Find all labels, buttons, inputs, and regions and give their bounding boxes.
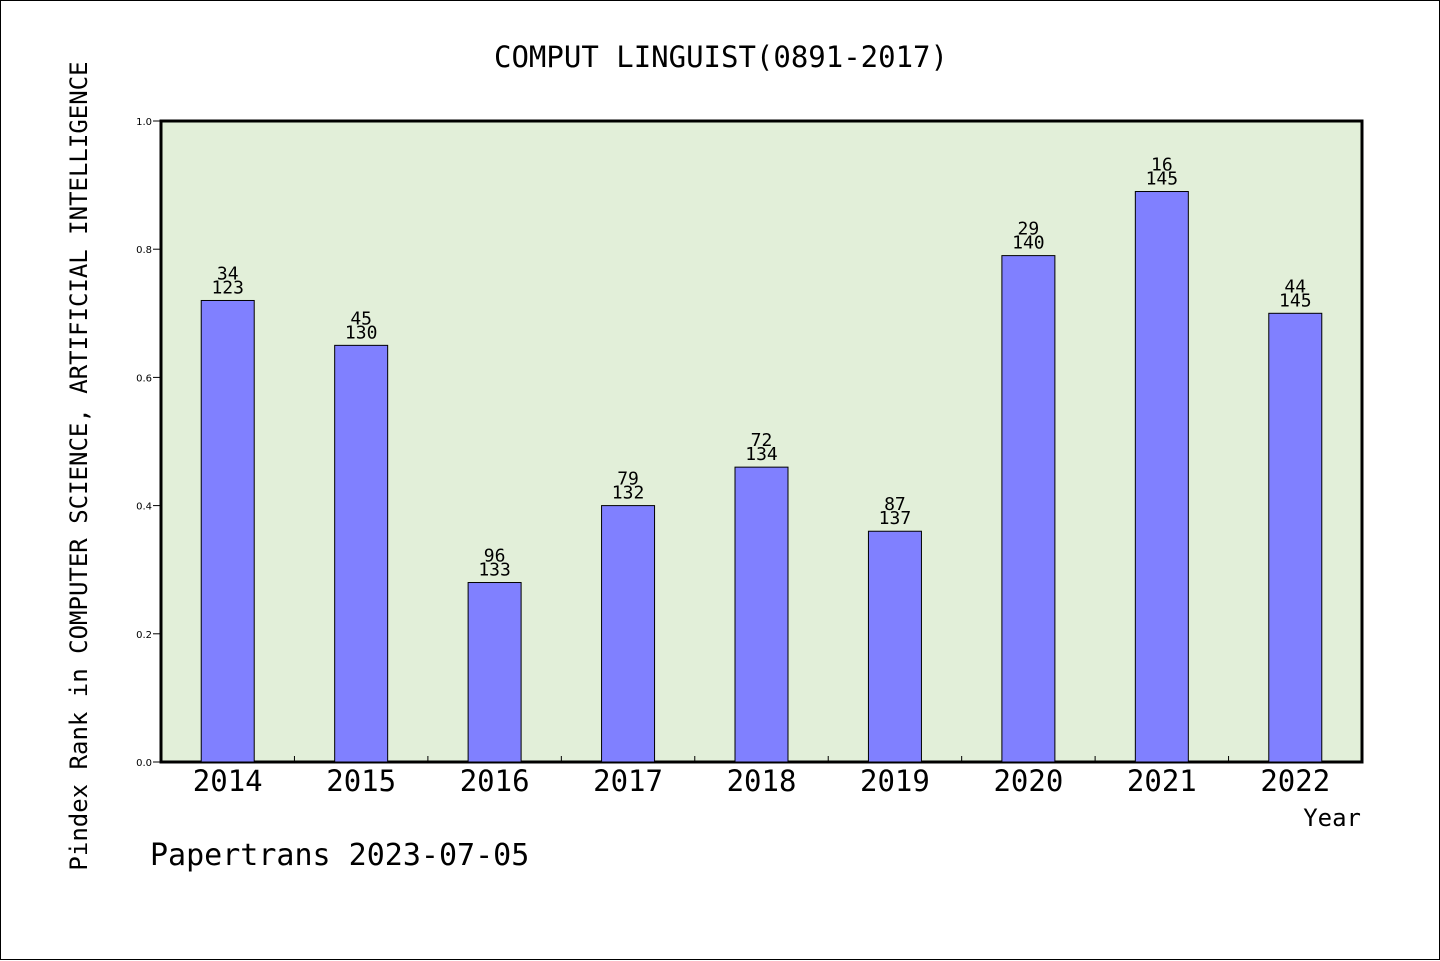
credit-text: Papertrans 2023-07-05 (150, 838, 529, 873)
bar (734, 466, 789, 763)
y-tick-label: 0.8 (136, 245, 152, 256)
bar-label-bottom: 145 (1279, 290, 1312, 311)
bar (200, 299, 255, 763)
bar (601, 505, 656, 763)
bar-label-top: 34 (217, 263, 239, 284)
x-tick-label: 2021 (1127, 764, 1197, 798)
y-tick-label: 0.0 (136, 758, 152, 769)
x-tick-label: 2022 (1260, 764, 1330, 798)
bar (1134, 191, 1189, 763)
y-tick-label: 0.4 (136, 502, 152, 513)
chart-title: COMPUT LINGUIST(0891-2017) (494, 40, 948, 74)
bar-label-top: 72 (751, 430, 773, 451)
y-tick-label: 1.0 (136, 117, 152, 128)
bar-label-bottom: 123 (211, 277, 244, 298)
x-tick-label: 2019 (860, 764, 930, 798)
bar-label-bottom: 133 (478, 560, 511, 581)
bar (467, 582, 522, 763)
bar-label-top: 44 (1284, 276, 1306, 297)
y-tick-label: 0.2 (136, 630, 152, 641)
bar-label-bottom: 140 (1012, 233, 1045, 254)
bar (1268, 312, 1323, 763)
bar-label-top: 87 (884, 494, 906, 515)
bar (867, 530, 922, 763)
bar (334, 344, 389, 763)
bar-label-top: 16 (1151, 155, 1173, 176)
x-tick-label: 2018 (727, 764, 797, 798)
x-tick-label: 2020 (993, 764, 1063, 798)
bar (1001, 255, 1056, 763)
bar-label-bottom: 137 (879, 508, 912, 529)
x-tick-label: 2016 (460, 764, 530, 798)
bar-label-bottom: 134 (745, 444, 778, 465)
y-axis-label: Pindex Rank in COMPUTER SCIENCE, ARTIFIC… (65, 61, 93, 870)
bar-label-bottom: 132 (612, 483, 645, 504)
bar-label-bottom: 130 (345, 322, 378, 343)
bar-label-top: 96 (484, 546, 506, 567)
bar-label-top: 29 (1018, 219, 1040, 240)
x-axis-label: Year (1303, 804, 1361, 832)
bar-label-top: 79 (617, 469, 639, 490)
x-tick-label: 2015 (326, 764, 396, 798)
x-tick-label: 2017 (593, 764, 663, 798)
bar-label-bottom: 145 (1146, 169, 1179, 190)
x-tick-label: 2014 (193, 764, 263, 798)
y-tick-label: 0.6 (136, 373, 152, 384)
bar-label-top: 45 (350, 308, 372, 329)
